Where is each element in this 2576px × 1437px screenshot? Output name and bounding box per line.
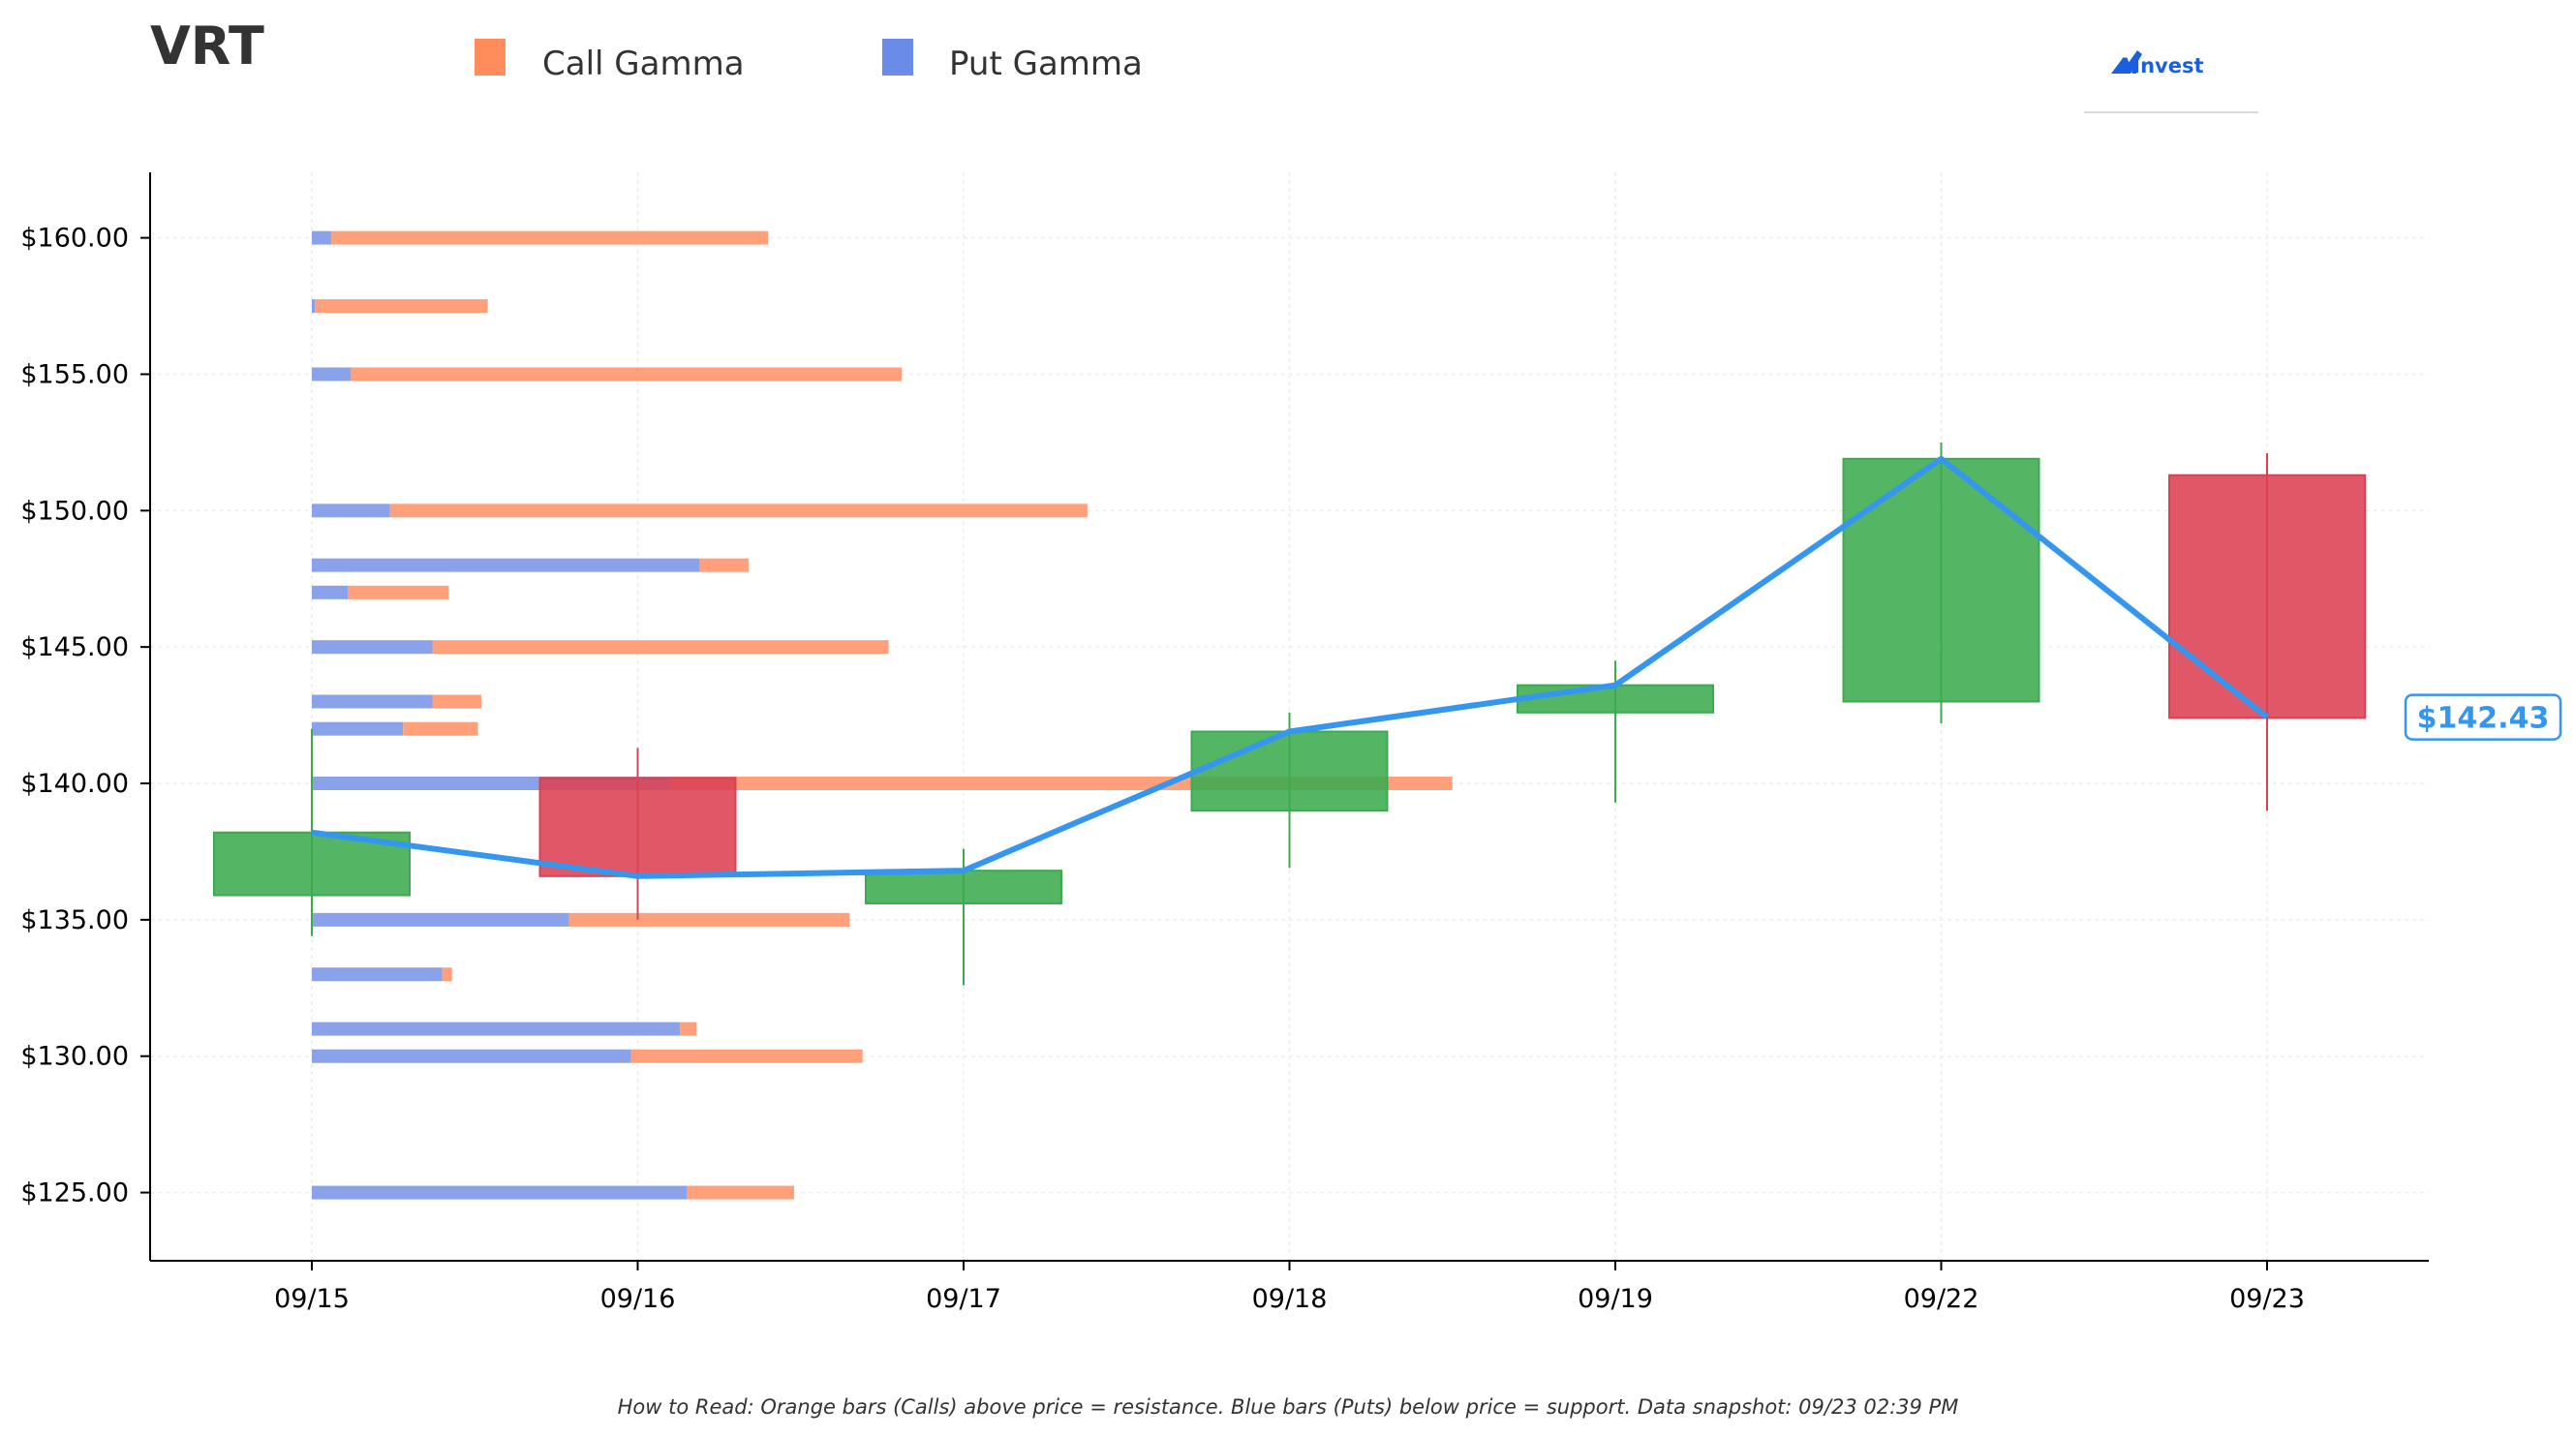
call-gamma-bar: [351, 367, 903, 382]
price-line: [311, 455, 2269, 879]
put-gamma-bar: [312, 1185, 687, 1200]
x-tick-label: 09/18: [1252, 1284, 1328, 1314]
candle-body-up: [1517, 684, 1714, 714]
y-tick-label: $145.00: [20, 632, 129, 662]
axes: $125.00 $130.00 $135.00 $140.00 $145.00 $150.…: [20, 172, 2429, 1314]
x-tick-label: 09/15: [274, 1284, 350, 1314]
put-gamma-bar: [312, 912, 569, 927]
current-price-badge: [2404, 693, 2562, 741]
price-line-layer: $142.43: [311, 455, 2562, 879]
put-gamma-bar: [312, 585, 349, 599]
x-tick-label: 09/22: [1904, 1284, 1979, 1314]
y-tick-label: $125.00: [20, 1178, 129, 1208]
put-gamma-bar: [312, 694, 433, 709]
call-gamma-bar: [315, 299, 488, 314]
candle-body-up: [865, 870, 1062, 904]
call-gamma-bar: [432, 694, 481, 709]
legend-label-call: Call Gamma: [542, 45, 745, 83]
x-tick-label: 09/23: [2229, 1284, 2305, 1314]
call-gamma-bar: [432, 640, 889, 655]
put-gamma-bar: [312, 367, 352, 382]
legend-swatch-call: [475, 39, 506, 76]
y-tick-label: $150.00: [20, 496, 129, 526]
footnote: How to Read: Orange bars (Calls) above p…: [618, 1395, 1959, 1419]
candle-body-down: [538, 777, 737, 877]
legend-label-put: Put Gamma: [949, 45, 1143, 83]
put-gamma-bar: [312, 1049, 631, 1063]
call-gamma-bar: [630, 1049, 863, 1063]
call-gamma-bar: [348, 585, 449, 599]
y-tick-label: $155.00: [20, 359, 129, 389]
call-gamma-bar: [568, 912, 850, 927]
call-gamma-bar: [389, 504, 1088, 518]
brand-name: AInvest: [2117, 54, 2204, 77]
y-tick-label: $130.00: [20, 1042, 129, 1072]
y-tick-label: $135.00: [20, 905, 129, 935]
x-tick-label: 09/17: [926, 1284, 1001, 1314]
call-gamma-bar: [331, 230, 769, 245]
call-gamma-bar: [686, 1185, 795, 1200]
put-gamma-bar: [312, 558, 700, 572]
current-price-label: $142.43: [2417, 702, 2550, 736]
y-tick-label: $140.00: [20, 769, 129, 799]
ticker-title: VRT: [150, 15, 264, 76]
put-gamma-bar: [312, 1022, 681, 1036]
put-gamma-bar: [312, 299, 316, 314]
y-tick-label: $160.00: [20, 224, 129, 254]
put-gamma-bar: [312, 504, 390, 518]
call-gamma-bar: [403, 721, 478, 736]
x-tick-label: 09/19: [1578, 1284, 1653, 1314]
brand-logo: AInvest: [2084, 50, 2258, 113]
call-gamma-bar: [442, 967, 452, 982]
ainvest-logo-icon: [2111, 50, 2142, 74]
legend-swatch-put: [882, 39, 913, 76]
put-gamma-bar: [312, 967, 443, 982]
put-gamma-bar: [312, 230, 332, 245]
gamma-bars: [312, 230, 1453, 1200]
legend: Call Gamma Put Gamma: [475, 39, 1143, 83]
candle-body-down: [2168, 474, 2366, 719]
x-tick-label: 09/16: [600, 1284, 676, 1314]
call-gamma-bar: [699, 558, 749, 572]
candle-body-up: [1842, 457, 2040, 703]
candlesticks: [213, 442, 2366, 986]
call-gamma-bar: [680, 1022, 697, 1036]
put-gamma-bar: [312, 721, 404, 736]
put-gamma-bar: [312, 640, 433, 655]
candle-body-up: [1190, 730, 1389, 812]
